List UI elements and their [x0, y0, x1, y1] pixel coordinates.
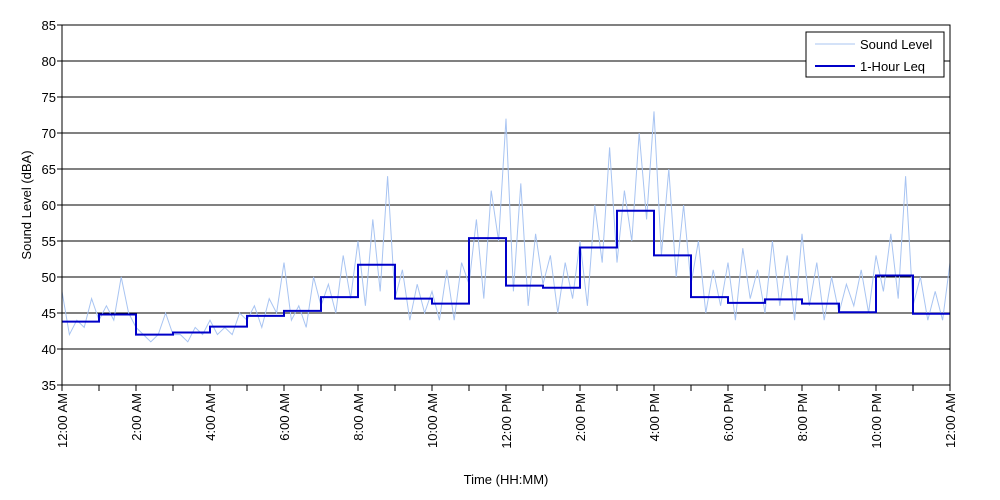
x-tick-label-0: 12:00 AM [55, 393, 70, 448]
y-tick-label-40: 40 [42, 342, 56, 357]
y-tick-label-65: 65 [42, 162, 56, 177]
y-tick-label-75: 75 [42, 90, 56, 105]
legend-label-sound-level: Sound Level [860, 37, 932, 52]
y-tick-label-80: 80 [42, 54, 56, 69]
x-tick-label-2: 4:00 AM [203, 393, 218, 441]
y-tick-label-50: 50 [42, 270, 56, 285]
series-layer [61, 111, 951, 343]
x-tick-label-1: 2:00 AM [129, 393, 144, 441]
x-tick-label-3: 6:00 AM [277, 393, 292, 441]
y-tick-label-45: 45 [42, 306, 56, 321]
y-tick-label-85: 85 [42, 18, 56, 33]
series-sound-level-line [61, 111, 951, 343]
x-tick-label-12: 12:00 AM [943, 393, 958, 448]
y-tick-label-55: 55 [42, 234, 56, 249]
x-tick-label-5: 10:00 AM [425, 393, 440, 448]
x-tick-label-8: 4:00 PM [647, 393, 662, 441]
x-tick-label-10: 8:00 PM [795, 393, 810, 441]
x-tick-label-11: 10:00 PM [869, 393, 884, 449]
x-tick-label-4: 8:00 AM [351, 393, 366, 441]
legend-box [805, 31, 945, 78]
axes: 35 40 45 50 55 60 65 70 75 80 85 12:00 AM 2:00 AM 4:0… [42, 18, 958, 449]
series-1-hour-leq-step [62, 209, 950, 336]
y-tick-label-35: 35 [42, 378, 56, 393]
x-tick-label-6: 12:00 PM [499, 393, 514, 449]
y-tick-label-70: 70 [42, 126, 56, 141]
legend: Sound Level 1-Hour Leq [805, 31, 945, 78]
x-axis-title: Time (HH:MM) [464, 472, 549, 487]
x-tick-label-7: 2:00 PM [573, 393, 588, 441]
x-tick-label-9: 6:00 PM [721, 393, 736, 441]
legend-label-1-hour-leq: 1-Hour Leq [860, 59, 925, 74]
y-axis-title: Sound Level (dBA) [19, 150, 34, 259]
y-tick-label-60: 60 [42, 198, 56, 213]
